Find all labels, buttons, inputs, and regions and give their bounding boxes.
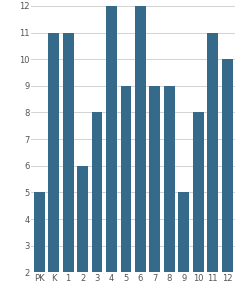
Bar: [92, 112, 102, 296]
Bar: [207, 33, 218, 296]
Bar: [34, 192, 45, 296]
Bar: [222, 59, 233, 296]
Bar: [164, 86, 175, 296]
Bar: [178, 192, 189, 296]
Bar: [63, 33, 73, 296]
Bar: [77, 166, 88, 296]
Bar: [120, 86, 131, 296]
Bar: [48, 33, 59, 296]
Bar: [193, 112, 204, 296]
Bar: [106, 6, 117, 296]
Bar: [150, 86, 160, 296]
Bar: [135, 6, 146, 296]
